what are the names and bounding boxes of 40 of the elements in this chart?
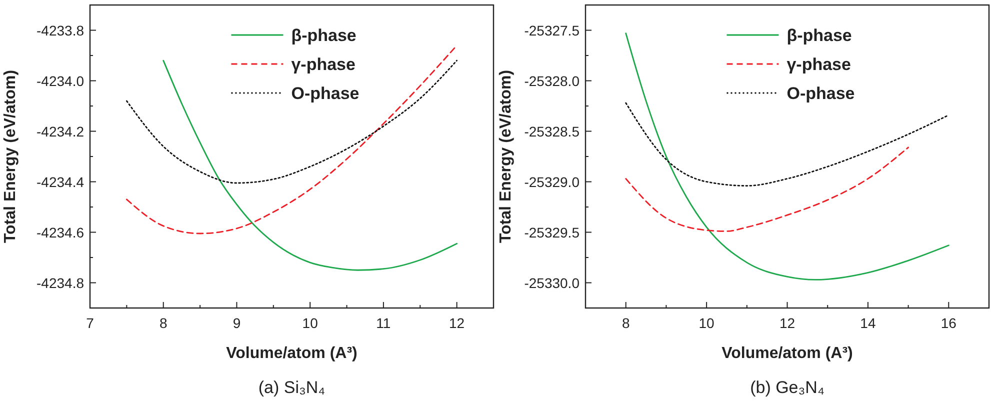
y-tick-label: -4233.8	[36, 22, 84, 38]
y-tick-label: -25328.5	[524, 123, 580, 140]
text: (b) Ge₃N₄	[750, 378, 824, 397]
legend-label: β-phase	[291, 26, 356, 45]
x-tick-label: 10	[698, 315, 715, 331]
y-tick-label: -4234.8	[36, 274, 84, 291]
x-tick-label: 8	[622, 315, 630, 331]
y-tick-label: -4234.6	[36, 224, 84, 240]
y-tick-label: -25330.0	[524, 274, 580, 291]
x-axis-title: Volume/atom (A³)	[722, 345, 853, 362]
x-tick-label: 8	[159, 315, 168, 331]
y-tick-label: -4234.2	[36, 123, 84, 140]
line-series	[126, 44, 458, 234]
y-tick-label: -25329.0	[524, 174, 580, 190]
line-series	[625, 146, 909, 232]
x-tick-label: 12	[779, 315, 796, 331]
y-tick-label: -25328.0	[524, 72, 580, 89]
x-tick-label: 16	[940, 315, 957, 331]
x-tick-label: 9	[232, 315, 241, 331]
y-axis-title: Total Energy (eV/atom)	[2, 70, 19, 244]
y-tick-label: -25327.5	[524, 22, 580, 38]
x-tick-label: 11	[376, 315, 391, 331]
y-tick-label: -4234.4	[36, 174, 84, 190]
x-tick-label: 14	[860, 315, 876, 331]
y-tick-label: -25329.5	[524, 224, 580, 240]
line-series	[162, 60, 458, 271]
legend-label: γ-phase	[786, 55, 851, 74]
line-series	[625, 102, 950, 186]
x-tick-label: 7	[86, 315, 94, 331]
x-axis-title: Volume/atom (A³)	[226, 345, 358, 362]
legend-label: γ-phase	[291, 55, 356, 74]
line-series	[126, 60, 458, 184]
legend-label: O-phase	[786, 84, 855, 103]
y-tick-label: -4234.0	[36, 72, 84, 89]
y-axis-title: Total Energy (eV/atom)	[498, 70, 514, 244]
legend-label: β-phase	[786, 26, 852, 45]
legend-label: O-phase	[291, 84, 360, 103]
text: (a) Si₃N₄	[258, 378, 326, 397]
x-tick-label: 12	[449, 315, 465, 331]
x-tick-label: 10	[302, 315, 318, 331]
